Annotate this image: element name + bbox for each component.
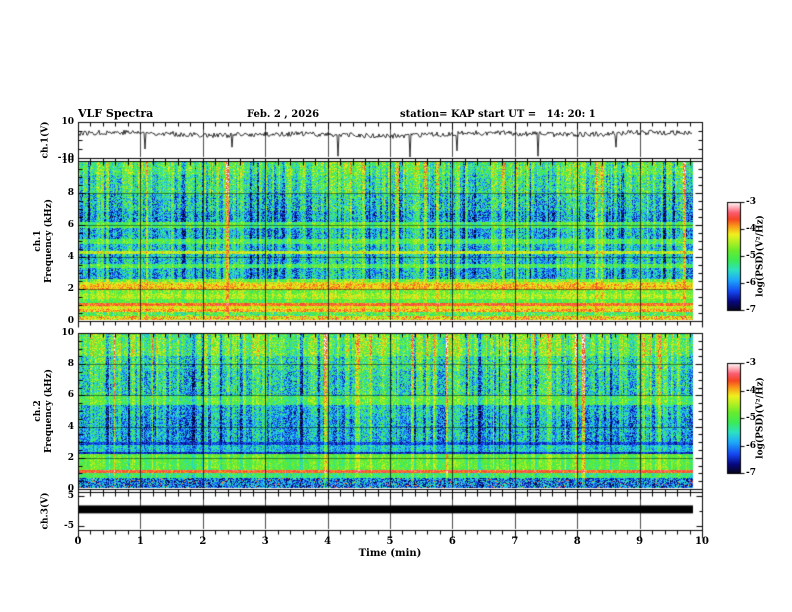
colorbar2-tick-label: -5 bbox=[746, 413, 756, 423]
ylabel-ch2-frequency-line1: ch.2 bbox=[33, 400, 43, 422]
colorbar1-tick-label: -4 bbox=[746, 224, 756, 234]
ch1-freq-tick-label: 0 bbox=[67, 316, 74, 326]
x-tick-label: 1 bbox=[136, 536, 144, 547]
ylabel-ch3-voltage: ch.3(V) bbox=[40, 492, 51, 530]
ylabel-ch1-voltage: ch.1(V) bbox=[40, 121, 51, 159]
ch2-freq-tick-label: 10 bbox=[61, 328, 74, 338]
x-tick-label: 8 bbox=[573, 536, 581, 547]
colorbar1-tick-label: -5 bbox=[746, 251, 756, 261]
x-tick-label: 9 bbox=[636, 536, 644, 547]
ch1-freq-tick-label: 4 bbox=[67, 252, 74, 262]
ch2-freq-tick-label: 8 bbox=[67, 359, 74, 370]
figure-title: VLF Spectra bbox=[78, 107, 154, 120]
x-tick-label: 5 bbox=[386, 536, 394, 547]
ch2-freq-tick-label: 4 bbox=[67, 421, 74, 432]
ch1-freq-tick-label: 10 bbox=[61, 156, 74, 166]
ylabel-ch1-frequency-line2: Frequency (kHz) bbox=[44, 198, 54, 284]
colorbar2-tick-label: -6 bbox=[746, 440, 756, 451]
ch3-voltage-tick-label: 5 bbox=[67, 491, 74, 502]
x-tick-label: 6 bbox=[448, 536, 456, 547]
xaxis-label: Time (min) bbox=[358, 548, 422, 559]
x-tick-label: 4 bbox=[324, 536, 332, 547]
ch1-freq-tick-label: 8 bbox=[67, 188, 74, 198]
colorbar1-tick-label: -7 bbox=[746, 305, 756, 315]
figure-station: station= KAP bbox=[400, 109, 475, 120]
x-tick-label: 7 bbox=[511, 536, 519, 547]
colorbar1-tick-label: -6 bbox=[746, 278, 756, 288]
ch1-freq-tick-label: 6 bbox=[67, 220, 74, 230]
ch2-freq-tick-label: 0 bbox=[67, 484, 74, 494]
ch1-voltage-tick-label: -10 bbox=[57, 153, 74, 163]
x-tick-label: 10 bbox=[695, 536, 709, 547]
colorbar2-tick-label: -3 bbox=[746, 358, 756, 368]
colorbar1-tick-label: -3 bbox=[746, 197, 756, 207]
colorbar1-label: log(PSD)(V²/Hz) bbox=[755, 215, 766, 297]
ylabel-ch1-frequency: ch.1 Frequency (kHz) bbox=[33, 199, 55, 283]
colorbar2-tick-label: -7 bbox=[746, 468, 756, 478]
ylabel-ch2-frequency: ch.2 Frequency (kHz) bbox=[33, 369, 55, 453]
ylabel-ch1-frequency-line1: ch.1 bbox=[33, 230, 43, 252]
ch2-freq-tick-label: 6 bbox=[67, 390, 74, 401]
colorbar2-label: log(PSD)(V²/Hz) bbox=[755, 377, 766, 459]
ch1-freq-tick-label: 2 bbox=[67, 284, 74, 294]
figure-date: Feb. 2 , 2026 bbox=[247, 109, 320, 120]
ch3-voltage-tick-label: -5 bbox=[64, 520, 74, 531]
x-tick-label: 2 bbox=[199, 536, 207, 547]
ch2-freq-tick-label: 2 bbox=[67, 452, 74, 463]
ch1-voltage-tick-label: 10 bbox=[61, 117, 74, 127]
ylabel-ch2-frequency-line2: Frequency (kHz) bbox=[44, 368, 54, 454]
x-tick-label: 3 bbox=[261, 536, 269, 547]
x-tick-label: 0 bbox=[74, 536, 82, 547]
colorbar2-tick-label: -4 bbox=[746, 385, 756, 396]
figure-start-ut: start UT = 14: 20: 1 bbox=[478, 109, 596, 120]
